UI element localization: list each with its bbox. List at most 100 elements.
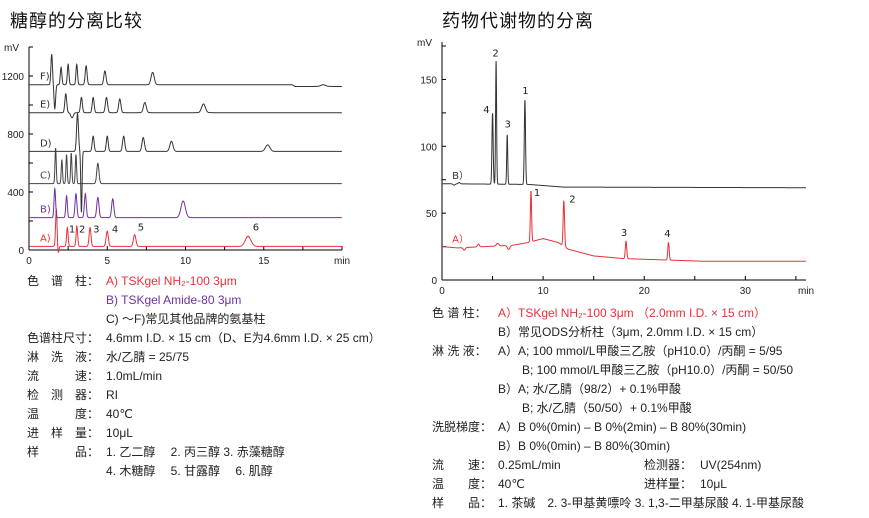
- condition-label: 检 测 器：: [27, 388, 100, 402]
- condition-value: A）A; 100 mmol/L甲酸三乙胺（pH10.0）/丙酮 = 5/95: [498, 344, 783, 358]
- condition-label: 温 度：: [432, 477, 493, 491]
- condition-label: 样 品：: [432, 496, 493, 510]
- y-tick-label: 100: [420, 142, 437, 153]
- condition-value: A) TSKgel NH₂-100 3μm: [106, 274, 237, 288]
- x-axis-label: min: [334, 256, 350, 267]
- condition-value: 1.0mL/min: [106, 369, 163, 383]
- condition-label: 色 谱 柱：: [432, 306, 487, 320]
- series-label: A): [40, 233, 51, 244]
- condition-value: B; 水/乙腈（50/50）+ 0.1%甲酸: [498, 401, 692, 415]
- condition-label: 样 品：: [27, 445, 100, 459]
- condition-row: 4. 木糖醇 5. 甘露醇 6. 肌醇: [27, 462, 427, 481]
- condition-row: 色谱柱尺寸： 4.6mm I.D. × 15 cm（D、E为4.6mm I.D. …: [27, 329, 427, 348]
- y-tick-label: 1200: [2, 72, 25, 83]
- peak-label: 4: [483, 105, 489, 116]
- peak-label: 4: [112, 225, 118, 236]
- condition-value: A）B 0%(0min) – B 0%(2min) – B 80%(30min): [498, 420, 747, 434]
- condition-value: RI: [106, 388, 118, 402]
- peak-label: 3: [621, 228, 627, 239]
- left-conditions: 色 谱 柱： A) TSKgel NH₂-100 3μm B) TSKgel Ami…: [27, 272, 427, 481]
- x-tick-label: 30: [740, 286, 752, 297]
- peak-label: 2: [492, 49, 498, 60]
- series-line-5: [29, 54, 342, 111]
- x-axis-label: min: [798, 286, 814, 297]
- condition-row: 温 度： 40℃ 进样量： 10μL: [432, 475, 869, 494]
- series-label: C): [40, 171, 51, 182]
- condition-row: 色 谱 柱： A）TSKgel NH₂-100 3μm （2.0mm I.D. ×…: [432, 304, 869, 323]
- series-label: D): [40, 138, 52, 149]
- series-label: E): [40, 100, 50, 111]
- condition-row: B) TSKgel Amide-80 3μm: [27, 291, 427, 310]
- series-label: A）: [452, 233, 469, 245]
- series-line-3: [29, 111, 342, 213]
- condition-row: 流 速： 0.25mL/min 检测器： UV(254nm): [432, 456, 869, 475]
- condition-row: 温 度： 40℃: [27, 405, 427, 424]
- condition-row: B）B 0%(0min) – B 80%(30min): [432, 437, 869, 456]
- condition-value: 40℃: [106, 407, 133, 421]
- condition-value: 10μL: [106, 426, 133, 440]
- condition-label: 进样量：: [644, 477, 693, 491]
- condition-value: B; 100 mmol/L甲酸三乙胺（pH10.0）/丙酮 = 50/50: [498, 363, 794, 377]
- condition-row: 进 样 量： 10μL: [27, 424, 427, 443]
- peak-label: 4: [664, 229, 670, 240]
- y-tick-label: 150: [420, 75, 437, 86]
- condition-value: B）B 0%(0min) – B 80%(30min): [498, 439, 671, 453]
- series-line-1: [442, 61, 806, 189]
- y-tick-label: 400: [7, 188, 24, 199]
- series-label: F): [40, 72, 50, 83]
- peak-label: 3: [93, 225, 99, 236]
- condition-row: 色 谱 柱： A) TSKgel NH₂-100 3μm: [27, 272, 427, 291]
- condition-value: 0.25mL/min: [498, 458, 561, 472]
- x-tick-label: 10: [538, 286, 550, 297]
- condition-value: B）常见ODS分析柱（3μm, 2.0mm I.D. × 15 cm）: [498, 325, 764, 339]
- condition-value: B) TSKgel Amide-80 3μm: [106, 293, 242, 307]
- y-axis-label: mV: [4, 43, 19, 54]
- condition-value: B）A; 水/乙腈（98/2）+ 0.1%甲酸: [498, 382, 682, 396]
- chromatogram-1: 0 50 100 150 0 10 20 30 min mV A） 1 2 3 4 B） 4 2 3 1: [417, 38, 814, 297]
- x-tick-label: 20: [639, 286, 651, 297]
- right-conditions: 色 谱 柱： A）TSKgel NH₂-100 3μm （2.0mm I.D. ×…: [432, 304, 869, 513]
- x-tick-label: 0: [439, 286, 445, 297]
- condition-row: 淋 洗 液： A）A; 100 mmol/L甲酸三乙胺（pH10.0）/丙酮 = …: [432, 342, 869, 361]
- condition-value: A）TSKgel NH₂-100 3μm （2.0mm I.D. × 15 cm…: [498, 306, 766, 320]
- y-tick-label: 800: [7, 130, 24, 141]
- peak-label: 2: [79, 225, 85, 236]
- condition-row: B）A; 水/乙腈（98/2）+ 0.1%甲酸: [432, 380, 869, 399]
- condition-value: 10μL: [700, 477, 727, 491]
- condition-label: 检测器：: [644, 458, 693, 472]
- condition-value: 水/乙腈 = 25/75: [106, 350, 190, 364]
- condition-label: 温 度：: [27, 407, 100, 421]
- series-line-0: [29, 208, 342, 254]
- peak-label: 3: [505, 120, 511, 131]
- chromatogram-0: 0 400 800 1200 0 5 10 15 min mV A) 1 2 3 4 5 6 B) C) D) E) F): [2, 43, 350, 267]
- series-label: B): [40, 205, 51, 216]
- series-line-4: [29, 92, 342, 119]
- condition-label: 流 速：: [432, 458, 493, 472]
- y-axis-label: mV: [417, 38, 432, 49]
- peak-label: 1: [522, 86, 528, 97]
- condition-label: 淋 洗 液：: [432, 344, 487, 358]
- y-tick-label: 0: [431, 276, 437, 287]
- condition-row: 洗脱梯度： A）B 0%(0min) – B 0%(2min) – B 80%(3…: [432, 418, 869, 437]
- condition-value: 1. 茶碱 2. 3-甲基黄嘌呤 3. 1,3-二甲基尿酸 4. 1-甲基尿酸: [498, 496, 805, 510]
- condition-value: 40℃: [498, 477, 525, 491]
- condition-label: 洗脱梯度：: [432, 420, 493, 434]
- condition-row: 样 品： 1. 茶碱 2. 3-甲基黄嘌呤 3. 1,3-二甲基尿酸 4. 1-甲…: [432, 494, 869, 513]
- peak-label: 2: [569, 194, 575, 205]
- peak-label: 6: [253, 222, 259, 233]
- condition-value: 1. 乙二醇 2. 丙三醇 3. 赤藻糖醇: [106, 445, 285, 459]
- series-line-2: [29, 147, 342, 185]
- right-title: 药物代谢物的分离: [442, 11, 594, 32]
- condition-row: 淋 洗 液： 水/乙腈 = 25/75: [27, 348, 427, 367]
- condition-value: UV(254nm): [700, 458, 762, 472]
- condition-row: 检 测 器： RI: [27, 386, 427, 405]
- condition-label: 色谱柱尺寸：: [27, 331, 100, 345]
- x-tick-label: 5: [104, 256, 110, 267]
- series-label: B）: [452, 170, 469, 182]
- condition-row: 流 速： 1.0mL/min: [27, 367, 427, 386]
- condition-label: 进 样 量：: [27, 426, 100, 440]
- condition-label: 流 速：: [27, 369, 100, 383]
- condition-row: B; 水/乙腈（50/50）+ 0.1%甲酸: [432, 399, 869, 418]
